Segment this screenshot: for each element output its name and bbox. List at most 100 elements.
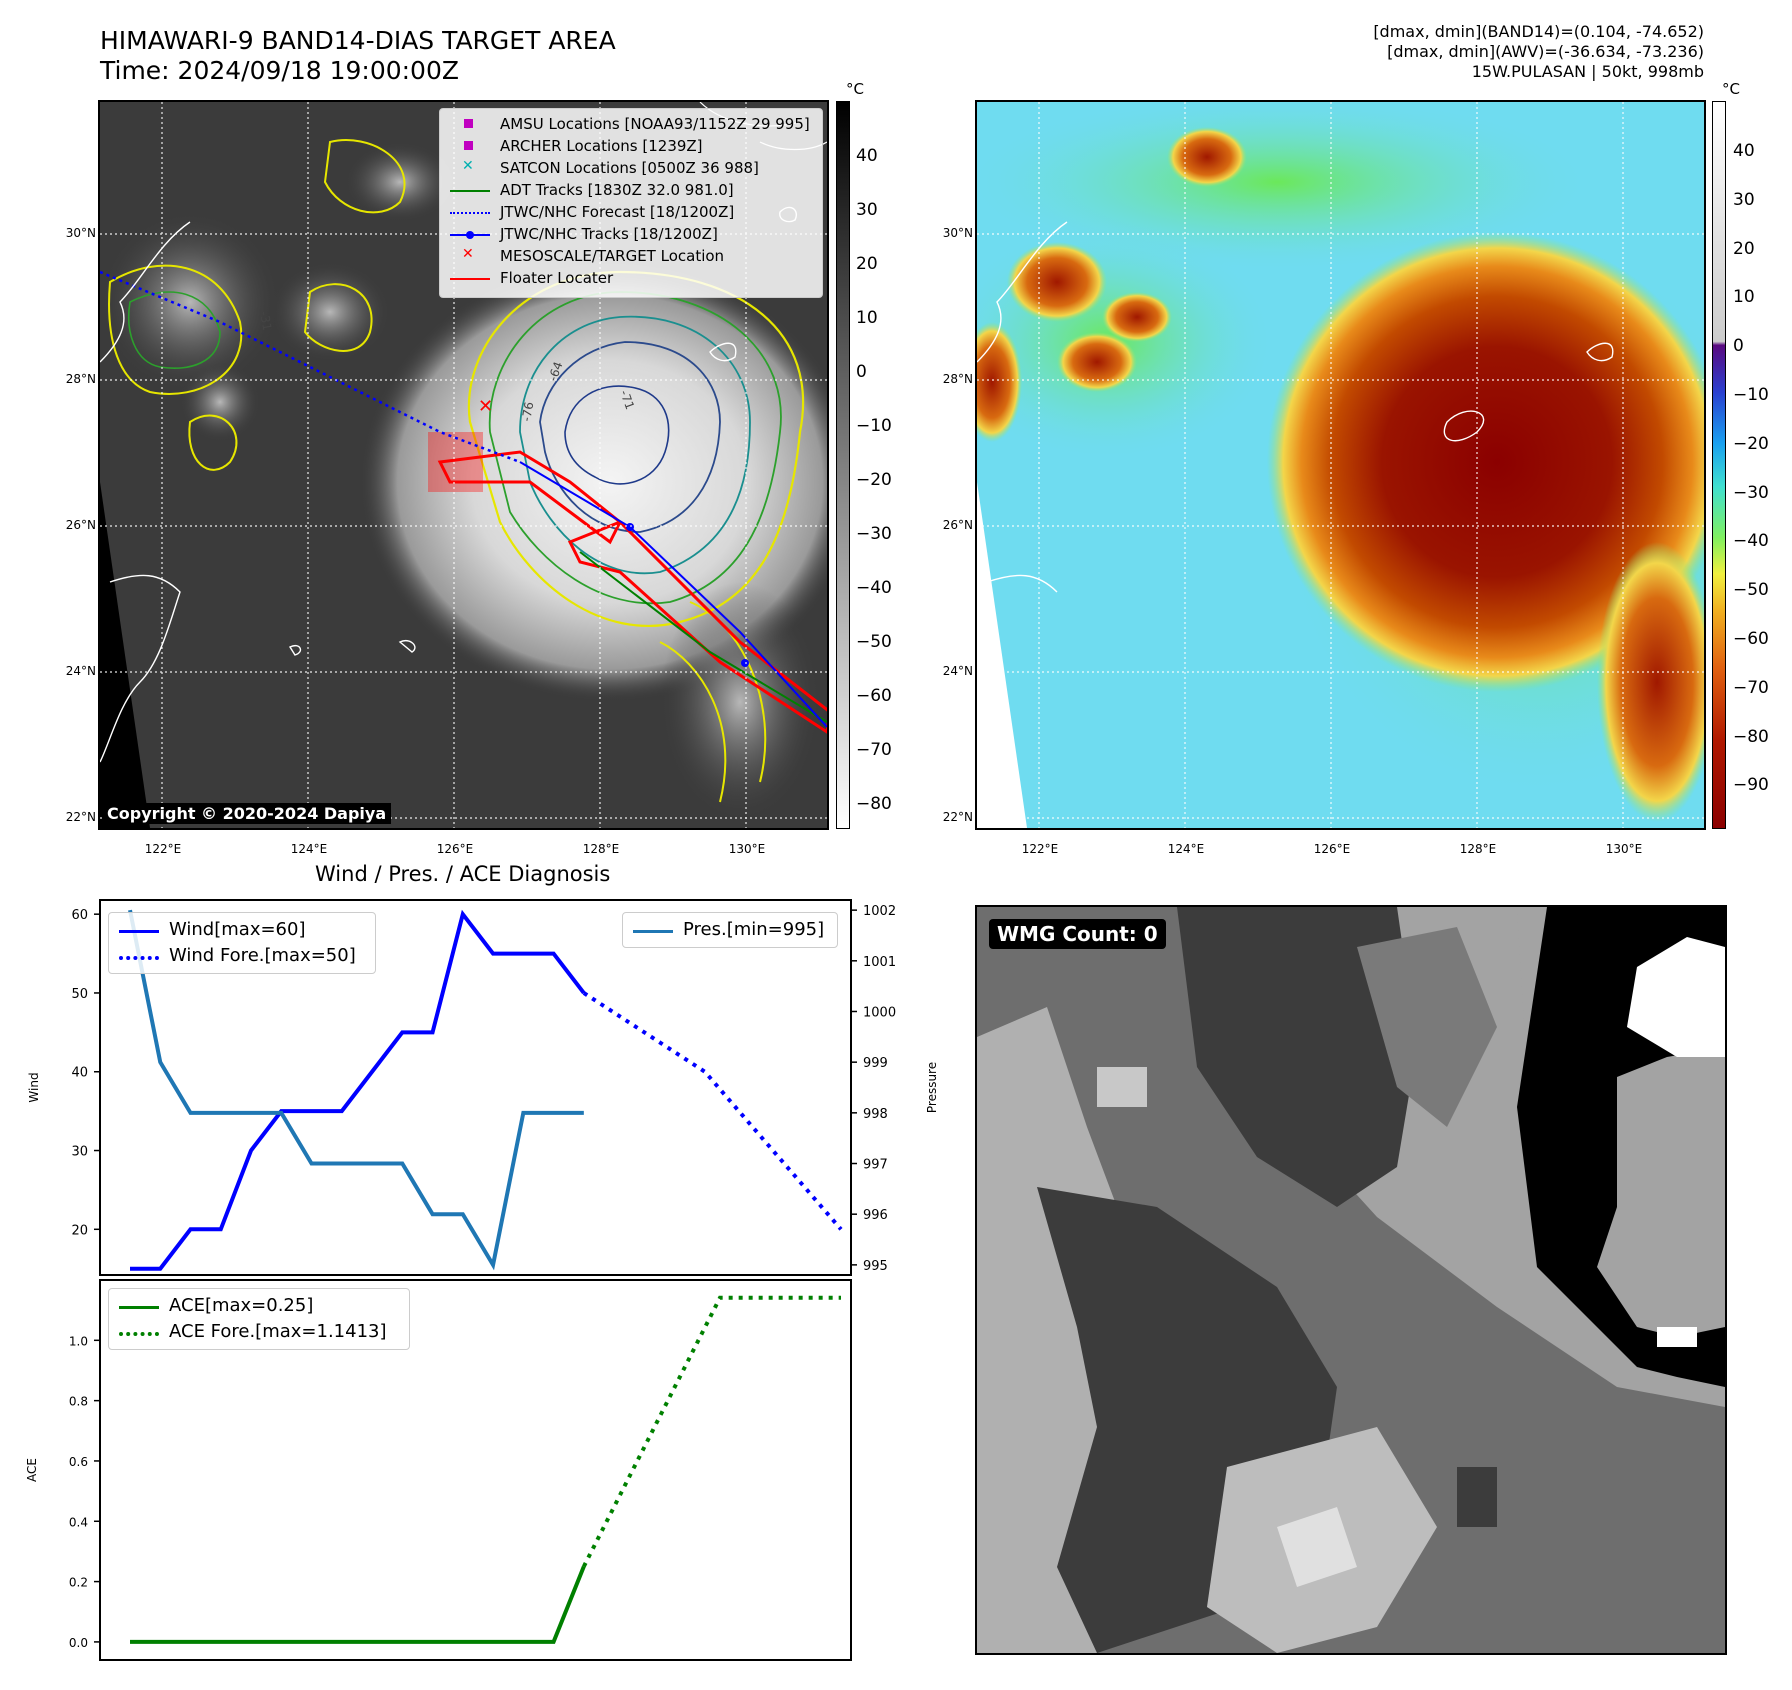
contour-label-2: -71 [617, 388, 637, 411]
lon-tick-left-0: 122°E [144, 842, 182, 856]
color-colorbar-tick-0: 40 [1733, 141, 1755, 161]
wmg-graphic [977, 907, 1725, 1653]
color-colorbar-tick-7: −30 [1733, 482, 1769, 503]
color-colorbar-tick-10: −60 [1733, 629, 1769, 649]
gray-colorbar-tick-7: −30 [856, 524, 892, 544]
ir-color-map [975, 100, 1706, 830]
gray-colorbar-tick-6: −20 [856, 470, 892, 490]
figure-title-line2: Time: 2024/09/18 19:00:00Z [100, 56, 459, 85]
color-colorbar-tick-9: −50 [1733, 580, 1769, 601]
wind-plot-frame [99, 899, 852, 1276]
color-colorbar-tick-1: 30 [1733, 189, 1755, 210]
gray-colorbar-tick-5: −10 [856, 416, 892, 436]
legend-square-icon [464, 119, 473, 128]
ace-axis-label: ACE [25, 1458, 39, 1482]
stats-line1: [dmax, dmin](BAND14)=(0.104, -74.652) [1373, 22, 1704, 41]
lat-tick-left-3: 24°N [65, 664, 96, 678]
lat-tick-left-4: 22°N [65, 810, 96, 824]
color-colorbar-tick-5: −10 [1733, 385, 1769, 405]
ace-ytick-label-5: 1.0 [69, 1334, 88, 1348]
wind-legend: Wind[max=60] Wind Fore.[max=50] [108, 912, 376, 974]
ace-plot-frame [99, 1279, 852, 1661]
lat-tick-right-4: 22°N [942, 810, 973, 824]
lat-tick-left-2: 26°N [65, 518, 96, 532]
legend-line-icon [119, 1306, 159, 1309]
color-map-graphic [977, 102, 1704, 828]
ace-chart: 0.0 0.2 0.4 0.6 0.8 1.0 ACE [25, 1279, 852, 1661]
diagnosis-title: Wind / Pres. / ACE Diagnosis [315, 862, 611, 886]
gray-colorbar-tick-11: −70 [856, 740, 892, 760]
lon-tick-left-2: 126°E [436, 842, 474, 856]
pressure-ytick-label-0: 995 [863, 1259, 888, 1274]
legend-line-icon [450, 278, 490, 280]
ace-ytick-label-4: 0.8 [69, 1395, 88, 1409]
ace-ytick-label-3: 0.6 [69, 1455, 88, 1469]
color-colorbar-tick-6: −20 [1733, 433, 1769, 454]
lat-tick-left-0: 30°N [65, 226, 96, 240]
lat-tick-right-2: 26°N [942, 518, 973, 532]
lon-tick-right-1: 124°E [1167, 842, 1205, 856]
wind-ytick-label-2: 40 [71, 1066, 88, 1081]
legend-line-marker-icon [450, 231, 490, 239]
pressure-ytick-label-7: 1002 [863, 904, 896, 919]
legend-x-icon: ✕ [462, 158, 474, 174]
ace-legend: ACE[max=0.25] ACE Fore.[max=1.1413] [108, 1288, 410, 1350]
ace-ytick-label-0: 0.0 [69, 1636, 88, 1650]
gray-colorbar-tick-3: 10 [856, 308, 878, 328]
wind-axis-label: Wind [27, 1072, 41, 1102]
wind-series-line-1 [582, 991, 843, 1231]
color-colorbar-tick-12: −80 [1733, 726, 1769, 747]
figure-title-line1: HIMAWARI-9 BAND14-DIAS TARGET AREA [100, 26, 616, 55]
color-colorbar [1712, 101, 1726, 829]
ace-ytick-label-1: 0.2 [69, 1576, 88, 1590]
wind-series-line-2 [128, 909, 584, 1271]
lat-tick-right-0: 30°N [942, 226, 973, 240]
lon-tick-right-0: 122°E [1021, 842, 1059, 856]
lon-tick-right-2: 126°E [1313, 842, 1351, 856]
gray-colorbar-tick-12: −80 [856, 794, 892, 814]
ir-map-graphic: ✕ -64 -71 -76 -31 [100, 102, 827, 828]
lon-tick-left-1: 124°E [290, 842, 328, 856]
ir-grayscale-map: ✕ -64 -71 -76 -31 AMSU Locations [98, 100, 829, 830]
wind-ytick-label-3: 50 [71, 987, 88, 1002]
color-colorbar-tick-8: −40 [1733, 531, 1769, 552]
stats-line3: 15W.PULASAN | 50kt, 998mb [1471, 62, 1704, 81]
contour-label-4: -31 [257, 310, 274, 332]
color-colorbar-tick-3: 10 [1733, 287, 1755, 308]
pressure-ytick-label-1: 996 [863, 1208, 888, 1223]
ace-series-line-0 [130, 1565, 586, 1644]
legend-line-icon [450, 190, 490, 192]
legend-dotted-line-icon [119, 1332, 159, 1336]
lon-tick-left-4: 130°E [728, 842, 766, 856]
svg-text:✕: ✕ [478, 396, 493, 417]
lon-tick-left-3: 128°E [582, 842, 620, 856]
gray-colorbar-tick-10: −60 [856, 686, 892, 706]
legend-line-icon [633, 930, 673, 933]
legend-square-icon [464, 141, 473, 150]
gray-colorbar [836, 101, 850, 829]
wind-series-line-0 [130, 909, 586, 1271]
lat-tick-right-1: 28°N [942, 372, 973, 386]
wind-ytick-label-1: 30 [71, 1145, 88, 1160]
color-colorbar-tick-2: 20 [1733, 238, 1755, 259]
lon-tick-right-4: 130°E [1605, 842, 1643, 856]
wind-pressure-chart: 20 30 40 50 60 995 996 997 998 999 1000 1001 1002 Win… [27, 899, 939, 1276]
pressure-ytick-label-2: 997 [863, 1158, 888, 1173]
lat-tick-left-1: 28°N [65, 372, 96, 386]
legend-dotted-line-icon [450, 212, 490, 214]
copyright-label: Copyright © 2020-2024 Dapiya [102, 803, 392, 824]
contour-label-1: -64 [546, 360, 566, 383]
color-colorbar-tick-13: −90 [1733, 775, 1769, 796]
gray-colorbar-tick-4: 0 [856, 362, 867, 382]
legend-dotted-line-icon [119, 956, 159, 960]
wind-ytick-label-4: 60 [71, 908, 88, 923]
color-colorbar-tick-4: 0 [1733, 336, 1744, 357]
lat-tick-right-3: 24°N [942, 664, 973, 678]
color-colorbar-tick-11: −70 [1733, 677, 1769, 698]
pressure-ytick-label-4: 999 [863, 1056, 888, 1071]
wmg-panel: WMG Count: 0 [975, 905, 1727, 1655]
legend-line-icon [119, 930, 159, 933]
gray-colorbar-tick-2: 20 [856, 254, 878, 274]
contour-label-3: -76 [519, 401, 536, 423]
color-colorbar-unit: °C [1722, 80, 1740, 98]
